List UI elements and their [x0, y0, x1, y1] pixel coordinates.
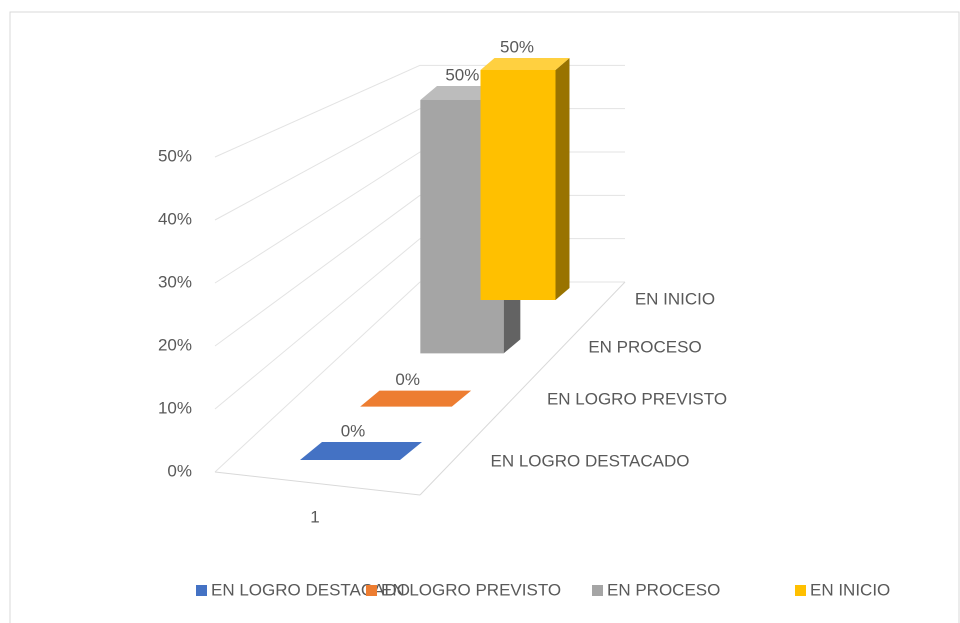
data-label: 50% — [500, 37, 534, 56]
legend-label: EN LOGRO DESTACADO — [211, 580, 410, 599]
data-label: 50% — [445, 65, 479, 84]
bar — [300, 442, 422, 460]
x-tick-label: 1 — [310, 507, 319, 526]
depth-axis-label: EN PROCESO — [588, 337, 701, 356]
bar-front — [480, 70, 556, 300]
floor-edge — [419, 281, 626, 496]
floor-edge — [214, 471, 421, 496]
bar — [360, 390, 472, 407]
grid-line — [214, 108, 421, 221]
depth-axis-label: EN INICIO — [635, 289, 715, 308]
y-tick-label: 30% — [158, 272, 192, 291]
legend-swatch — [196, 585, 207, 596]
bar-side — [555, 58, 570, 300]
bar-top — [480, 58, 570, 70]
y-tick-label: 20% — [158, 335, 192, 354]
y-tick-label: 0% — [167, 461, 192, 480]
data-label: 0% — [341, 421, 366, 440]
grid-line — [214, 64, 421, 158]
y-tick-label: 10% — [158, 398, 192, 417]
depth-axis-label: EN LOGRO PREVISTO — [547, 389, 727, 408]
legend-label: EN INICIO — [810, 580, 890, 599]
grid-line — [214, 238, 421, 410]
grid-line — [214, 151, 421, 284]
legend-swatch — [366, 585, 377, 596]
grid-line — [214, 194, 421, 347]
legend-label: EN LOGRO PREVISTO — [381, 580, 561, 599]
legend-swatch — [592, 585, 603, 596]
grid-line — [214, 281, 421, 473]
bar-top — [300, 442, 422, 460]
depth-axis-label: EN LOGRO DESTACADO — [491, 451, 690, 470]
y-tick-label: 50% — [158, 146, 192, 165]
bar-top — [360, 390, 472, 407]
legend-label: EN PROCESO — [607, 580, 720, 599]
data-label: 0% — [395, 370, 420, 389]
y-tick-label: 40% — [158, 209, 192, 228]
legend-swatch — [795, 585, 806, 596]
bar — [480, 58, 570, 300]
